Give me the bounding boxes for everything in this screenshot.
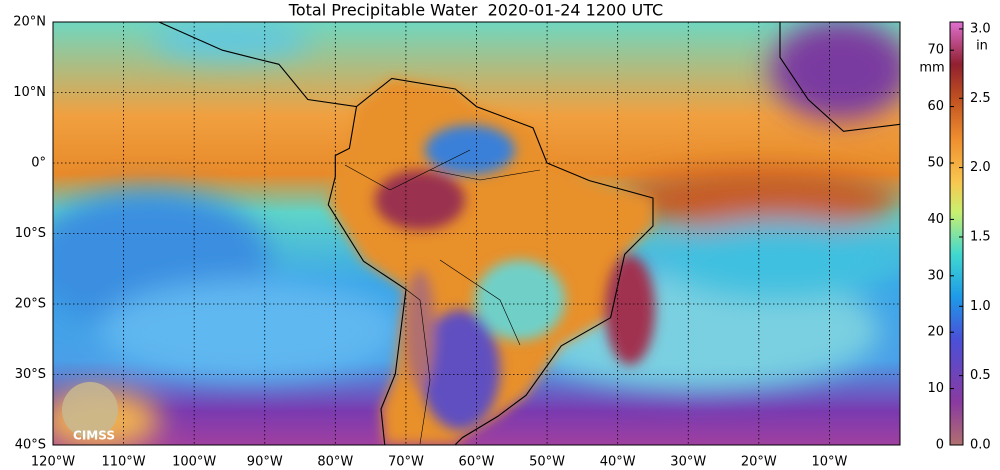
colorbar <box>949 21 964 446</box>
x-tick-label: 100°W <box>172 455 216 470</box>
cimss-logo: CIMSS <box>62 382 118 443</box>
title: Total Precipitable Water 2020-01-24 1200… <box>288 1 663 20</box>
colorbar-mm-label: 50 <box>927 156 944 171</box>
y-tick-label: 0° <box>31 156 46 171</box>
colorbar-in-label: 3.0 <box>970 21 991 36</box>
colorbar-mm-label: 10 <box>927 381 944 396</box>
logo-text: CIMSS <box>73 429 115 443</box>
y-tick-label: 10°N <box>13 85 46 100</box>
colorbar-mm-label: 20 <box>927 325 944 340</box>
x-tick-label: 120°W <box>31 455 75 470</box>
y-tick-label: 10°S <box>15 226 46 241</box>
colorbar-in-label: 0.0 <box>970 438 991 453</box>
x-tick-label: 70°W <box>388 455 424 470</box>
x-tick-label: 30°W <box>670 455 706 470</box>
borders <box>344 149 541 445</box>
colorbar-mm-unit: mm <box>919 61 944 76</box>
x-tick-label: 40°W <box>600 455 636 470</box>
y-tick-label: 40°S <box>15 438 46 453</box>
x-tick-label: 10°W <box>811 455 847 470</box>
colorbar-mm-label: 30 <box>927 268 944 283</box>
colorbar-mm-label: 40 <box>927 212 944 227</box>
colorbar-in-label: 1.0 <box>970 299 991 314</box>
x-tick-label: 110°W <box>101 455 145 470</box>
x-tick-label: 80°W <box>317 455 353 470</box>
colorbar-in-unit: in <box>976 39 988 54</box>
y-tick-label: 30°S <box>15 367 46 382</box>
x-tick-label: 20°W <box>741 455 777 470</box>
y-tick-label: 20°N <box>13 15 46 30</box>
colorbar-mm-label: 0 <box>936 438 944 453</box>
x-tick-label: 90°W <box>247 455 283 470</box>
x-tick-label: 60°W <box>459 455 495 470</box>
colorbar-in-label: 2.0 <box>970 160 991 175</box>
colorbar-mm-label: 60 <box>927 99 944 114</box>
y-tick-label: 20°S <box>15 297 46 312</box>
colorbar-in-label: 2.5 <box>970 91 991 106</box>
colorbar-in-label: 1.5 <box>970 229 991 244</box>
x-tick-label: 50°W <box>529 455 565 470</box>
colorbar-in-label: 0.5 <box>970 368 991 383</box>
map-imagery <box>53 22 900 445</box>
colorbar-mm-label: 70 <box>927 43 944 58</box>
